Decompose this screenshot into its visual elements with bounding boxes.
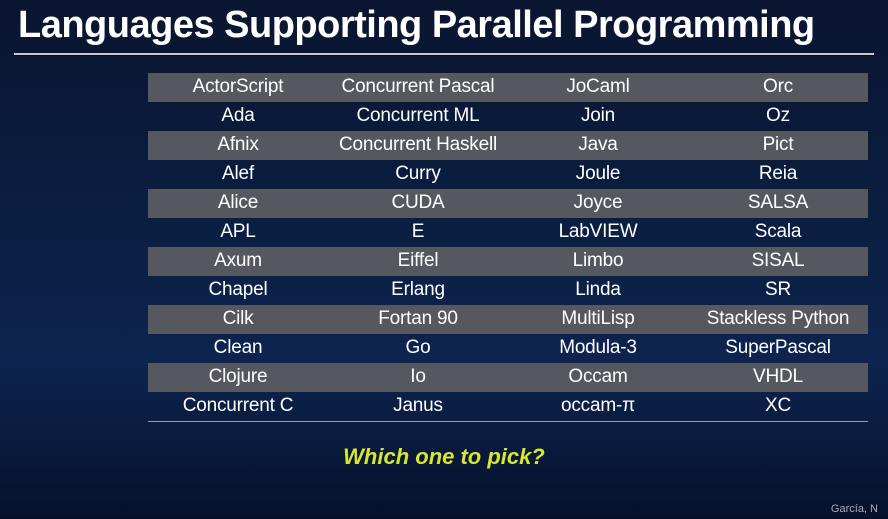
table-row: APLELabVIEWScala xyxy=(148,218,868,247)
table-cell: Chapel xyxy=(148,276,328,305)
table-cell: SR xyxy=(688,276,868,305)
table-row: ChapelErlangLindaSR xyxy=(148,276,868,305)
table-cell: Ada xyxy=(148,102,328,131)
table-cell: Concurrent C xyxy=(148,392,328,422)
table-cell: APL xyxy=(148,218,328,247)
table-cell: Afnix xyxy=(148,131,328,160)
table-cell: Oz xyxy=(688,102,868,131)
table-cell: Limbo xyxy=(508,247,688,276)
table-cell: MultiLisp xyxy=(508,305,688,334)
table-row: AxumEiffelLimboSISAL xyxy=(148,247,868,276)
table-cell: Clean xyxy=(148,334,328,363)
table-cell: Io xyxy=(328,363,508,392)
table-cell: Orc xyxy=(688,73,868,102)
table-cell: Alice xyxy=(148,189,328,218)
table-row: CilkFortan 90MultiLispStackless Python xyxy=(148,305,868,334)
table-cell: SALSA xyxy=(688,189,868,218)
table-cell: Reia xyxy=(688,160,868,189)
table-cell: Go xyxy=(328,334,508,363)
table-cell: Java xyxy=(508,131,688,160)
table-cell: Scala xyxy=(688,218,868,247)
table-row: AliceCUDAJoyceSALSA xyxy=(148,189,868,218)
footer-question: Which one to pick? xyxy=(0,444,888,470)
table-cell: occam-π xyxy=(508,392,688,422)
slide-title: Languages Supporting Parallel Programmin… xyxy=(0,0,888,53)
table-cell: LabVIEW xyxy=(508,218,688,247)
table-cell: Eiffel xyxy=(328,247,508,276)
table-cell: Concurrent Pascal xyxy=(328,73,508,102)
table-cell: Concurrent Haskell xyxy=(328,131,508,160)
table-cell: ActorScript xyxy=(148,73,328,102)
table-cell: Modula-3 xyxy=(508,334,688,363)
table-cell: Occam xyxy=(508,363,688,392)
table-cell: Alef xyxy=(148,160,328,189)
table-cell: JoCaml xyxy=(508,73,688,102)
table-cell: Joule xyxy=(508,160,688,189)
table-row: ClojureIoOccamVHDL xyxy=(148,363,868,392)
languages-table-container: ActorScriptConcurrent PascalJoCamlOrcAda… xyxy=(148,73,868,422)
table-cell: Join xyxy=(508,102,688,131)
table-cell: Janus xyxy=(328,392,508,422)
table-cell: VHDL xyxy=(688,363,868,392)
languages-table: ActorScriptConcurrent PascalJoCamlOrcAda… xyxy=(148,73,868,422)
table-cell: Erlang xyxy=(328,276,508,305)
table-row: AdaConcurrent MLJoinOz xyxy=(148,102,868,131)
table-cell: Concurrent ML xyxy=(328,102,508,131)
table-cell: Stackless Python xyxy=(688,305,868,334)
table-cell: Linda xyxy=(508,276,688,305)
title-rule xyxy=(14,53,874,55)
table-cell: SISAL xyxy=(688,247,868,276)
table-row: Concurrent CJanusoccam-πXC xyxy=(148,392,868,422)
table-row: CleanGoModula-3SuperPascal xyxy=(148,334,868,363)
table-cell: Fortan 90 xyxy=(328,305,508,334)
table-row: ActorScriptConcurrent PascalJoCamlOrc xyxy=(148,73,868,102)
table-cell: E xyxy=(328,218,508,247)
credit-text: García, N xyxy=(831,503,878,515)
table-cell: Axum xyxy=(148,247,328,276)
table-cell: SuperPascal xyxy=(688,334,868,363)
table-cell: Pict xyxy=(688,131,868,160)
table-cell: Joyce xyxy=(508,189,688,218)
table-cell: Clojure xyxy=(148,363,328,392)
table-cell: Cilk xyxy=(148,305,328,334)
table-cell: XC xyxy=(688,392,868,422)
table-cell: Curry xyxy=(328,160,508,189)
table-cell: CUDA xyxy=(328,189,508,218)
table-row: AfnixConcurrent HaskellJavaPict xyxy=(148,131,868,160)
table-row: AlefCurryJouleReia xyxy=(148,160,868,189)
